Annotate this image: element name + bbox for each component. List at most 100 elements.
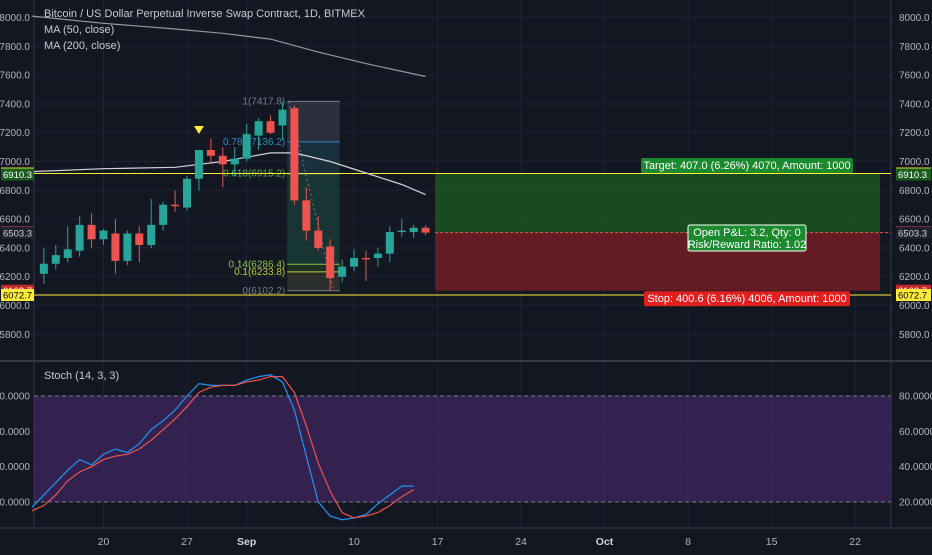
badge-bg	[1, 168, 34, 181]
time-axis-tick: 27	[181, 536, 193, 548]
candle-body	[242, 134, 251, 159]
candle-up	[373, 247, 382, 267]
stoch-axis-tick: 60.0000	[899, 427, 932, 438]
price-axis-tick: 5800.0	[0, 330, 30, 341]
fib-band	[287, 264, 340, 272]
price-axis-tick: 7400.0	[899, 99, 930, 110]
fib-level-label: 0.1(6233.8)	[234, 267, 285, 278]
candle-body	[147, 224, 156, 246]
candle-body	[230, 158, 239, 165]
stoch-axis-tick: 60.0000	[0, 427, 30, 438]
pnl-label-text: Risk/Reward Ratio: 1.02	[688, 239, 807, 251]
candle-up	[159, 201, 168, 231]
price-axis-tick: 7800.0	[899, 42, 930, 53]
candle-body	[326, 246, 335, 279]
badge-bg	[1, 289, 34, 302]
candle-down	[302, 187, 311, 241]
candle-down	[171, 190, 180, 212]
price-axis-tick: 6400.0	[0, 243, 30, 254]
candle-body	[373, 253, 382, 258]
stop-label: Stop: 400.6 (6.16%) 4006, Amount: 1000	[644, 291, 850, 307]
stoch-band	[34, 396, 891, 502]
stoch-axis-tick: 20.0000	[0, 498, 30, 509]
price-axis-tick: 7000.0	[0, 157, 30, 168]
price-axis-tick: 6400.0	[899, 243, 930, 254]
fib-level-label: 0.786(7136.2)	[223, 137, 285, 148]
candle-body	[218, 155, 227, 165]
stop-label-text: Stop: 400.6 (6.16%) 4006, Amount: 1000	[647, 293, 846, 305]
time-axis-tick: 8	[685, 536, 691, 548]
candle-down	[111, 219, 120, 274]
candle-body	[278, 109, 287, 126]
price-axis-tick: 6000.0	[899, 301, 930, 312]
badge-bg	[896, 289, 931, 302]
badge-text: 6910.3	[3, 170, 32, 181]
candle-body	[194, 149, 203, 179]
time-axis-tick: 22	[849, 536, 861, 548]
candle-body	[183, 178, 192, 208]
candle-body	[135, 233, 144, 246]
candle-body	[254, 121, 263, 136]
candle-body	[206, 149, 215, 156]
candle-up	[385, 226, 394, 263]
candle-up	[39, 247, 48, 284]
candle-body	[361, 257, 370, 260]
stop-zone	[435, 232, 880, 291]
candle-body	[159, 204, 168, 225]
fib-level-label: 0.618(6915.2)	[223, 169, 285, 180]
candle-body	[314, 230, 323, 248]
axis-price-badge: 6503.3	[1, 227, 34, 240]
ma200-line	[31, 15, 426, 78]
stoch-axis-tick: 40.0000	[899, 462, 932, 473]
candle-body	[421, 227, 430, 233]
axis-price-badge: 6503.3	[896, 227, 931, 240]
candle-body	[385, 232, 394, 254]
price-axis-tick: 6600.0	[0, 215, 30, 226]
candle-up	[183, 175, 192, 211]
price-axis-tick: 7600.0	[0, 71, 30, 82]
candle-body	[87, 224, 96, 240]
signal-triangle-icon	[193, 126, 204, 134]
candle-up	[230, 147, 239, 176]
candle-body	[290, 108, 299, 201]
ma50-legend[interactable]: MA (50, close)	[44, 24, 115, 36]
candle-up	[99, 229, 108, 246]
badge-text: 6072.7	[3, 291, 32, 302]
candle-body	[171, 204, 180, 207]
candle-up	[194, 149, 203, 191]
ma200-legend[interactable]: MA (200, close)	[44, 40, 121, 52]
badge-text: 6910.3	[898, 170, 927, 181]
fib-level-label: 0.14(6286.4)	[229, 259, 286, 270]
price-axis-tick: 6800.0	[899, 186, 930, 197]
candle-up	[51, 245, 60, 270]
stoch-axis-tick: 40.0000	[0, 462, 30, 473]
time-axis-tick: 24	[515, 536, 527, 548]
candle-down	[361, 250, 370, 282]
candle-up	[254, 118, 263, 150]
price-axis-tick: 6000.0	[0, 301, 30, 312]
candle-up	[409, 224, 418, 238]
price-axis-tick: 7200.0	[0, 128, 30, 139]
symbol-title[interactable]: Bitcoin / US Dollar Perpetual Inverse Sw…	[44, 8, 365, 20]
badge-text: 6072.7	[898, 291, 927, 302]
target-label-text: Target: 407.0 (6.26%) 4070, Amount: 1000	[643, 160, 850, 172]
price-axis-tick: 8000.0	[0, 13, 30, 24]
candles	[39, 101, 430, 291]
pnl-label-text: Open P&L: 3.2, Qty: 0	[693, 227, 801, 239]
time-axis-tick: 15	[766, 536, 778, 548]
axis-price-badge: 6910.3	[896, 168, 931, 181]
candle-body	[302, 200, 311, 231]
price-axis-tick: 5800.0	[899, 330, 930, 341]
candle-down	[314, 216, 323, 251]
candle-up	[75, 216, 84, 257]
target-label-box	[641, 158, 853, 174]
candle-body	[123, 233, 132, 261]
candle-up	[242, 124, 251, 162]
target-label: Target: 407.0 (6.26%) 4070, Amount: 1000	[641, 158, 853, 174]
candle-down	[290, 105, 299, 205]
stoch-legend[interactable]: Stoch (14, 3, 3)	[44, 370, 120, 382]
candle-down	[421, 224, 430, 235]
